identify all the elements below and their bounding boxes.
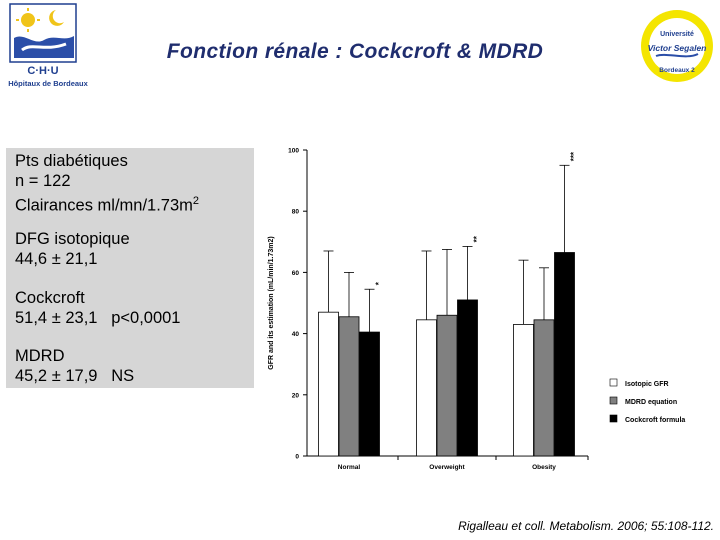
- chu-logo-subtitle: Hôpitaux de Bordeaux: [8, 79, 88, 88]
- patients-line3: Clairances ml/mn/1.73m2: [15, 191, 199, 216]
- bar-mdrd-equation: [436, 314, 458, 457]
- university-logo: Université Victor Segalen Bordeaux 2: [636, 6, 718, 86]
- mdrd-value: 45,2 ± 17,9 NS: [15, 367, 135, 385]
- bar-cockcroft-formula: [359, 331, 380, 457]
- bar-isotopic-gfr: [416, 319, 437, 457]
- mdrd-label: MDRD: [15, 347, 65, 365]
- bar-cockcroft-formula: [457, 299, 478, 457]
- gfr-bar-chart-svg: 0 20 40 60 80 100 GFR and its estimation (mL/m…: [268, 148, 685, 472]
- significance-annotation: *: [375, 281, 384, 285]
- bar-mdrd-equation: [338, 316, 360, 457]
- legend-label: Isotopic GFR: [625, 381, 669, 388]
- cockcroft-label: Cockcroft: [15, 289, 85, 307]
- mdrd-block: MDRD 45,2 ± 17,9 NS: [15, 346, 134, 386]
- gfr-bar-chart: 0 20 40 60 80 100 GFR and its estimation (mL/m…: [258, 132, 720, 476]
- university-logo-graphic: Université Victor Segalen Bordeaux 2: [641, 10, 713, 82]
- bar-cockcroft-formula: [554, 252, 575, 457]
- legend-swatch: [609, 396, 618, 405]
- chu-logo: C·H·U Hôpitaux de Bordeaux: [4, 2, 92, 90]
- patients-line1: Pts diabétiques: [15, 152, 128, 170]
- x-category-label: Obesity: [532, 464, 556, 471]
- x-category-label: Normal: [338, 464, 361, 471]
- clearance-units: Clairances ml/mn/1.73m: [15, 196, 193, 215]
- dfg-block: DFG isotopique 44,6 ± 21,1: [15, 229, 130, 269]
- dfg-value: 44,6 ± 21,1: [15, 250, 98, 268]
- dfg-label: DFG isotopique: [15, 230, 130, 248]
- y-tick-label: 80: [292, 209, 300, 216]
- university-logo-line2: Victor Segalen: [648, 43, 707, 53]
- cockcroft-block: Cockcroft 51,4 ± 23,1 p<0,0001: [15, 288, 180, 328]
- legend-swatch: [609, 414, 618, 423]
- info-panel: Pts diabétiques n = 122 Clairances ml/mn…: [6, 148, 254, 388]
- y-tick-label: 60: [292, 270, 300, 277]
- y-tick-label: 100: [288, 148, 299, 155]
- cockcroft-value: 51,4 ± 23,1 p<0,0001: [15, 309, 181, 327]
- patients-line2: n = 122: [15, 172, 71, 190]
- x-category-label: Overweight: [429, 464, 465, 471]
- legend-label: Cockcroft formula: [625, 417, 685, 424]
- bar-isotopic-gfr: [513, 324, 534, 457]
- y-axis-label: GFR and its estimation (mL/min/1.73m2): [268, 236, 275, 369]
- significance-annotation: ***: [570, 151, 579, 161]
- legend-swatch: [609, 378, 618, 387]
- page-title: Fonction rénale : Cockcroft & MDRD: [166, 40, 544, 63]
- legend-label: MDRD equation: [625, 399, 677, 406]
- bar-isotopic-gfr: [318, 311, 339, 457]
- clearance-units-superscript: 2: [192, 195, 200, 207]
- y-tick-label: 40: [292, 331, 300, 338]
- citation: Rigalleau et coll. Metabolism. 2006; 55:…: [458, 519, 714, 533]
- y-tick-label: 20: [292, 392, 300, 399]
- y-tick-label: 0: [295, 454, 299, 461]
- significance-annotation: **: [473, 235, 482, 242]
- university-logo-line3: Bordeaux 2: [659, 67, 695, 74]
- patients-block: Pts diabétiques n = 122 Clairances ml/mn…: [15, 151, 199, 216]
- university-logo-line1: Université: [660, 31, 694, 38]
- bar-mdrd-equation: [533, 319, 555, 457]
- chu-logo-text: C·H·U: [27, 65, 58, 77]
- chu-logo-graphic: C·H·U Hôpitaux de Bordeaux: [8, 3, 89, 88]
